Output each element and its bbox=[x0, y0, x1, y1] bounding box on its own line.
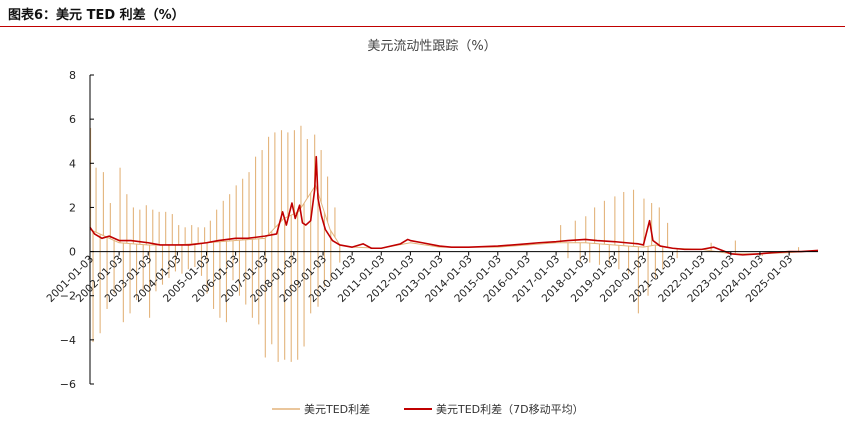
y-tick-label: −6 bbox=[60, 378, 76, 391]
legend-label-daily: 美元TED利差 bbox=[304, 402, 370, 416]
y-tick-label: −2 bbox=[60, 290, 76, 303]
series-ma-line bbox=[89, 155, 819, 256]
legend: 美元TED利差 美元TED利差（7D移动平均） bbox=[272, 402, 584, 416]
y-tick-label: 2 bbox=[69, 201, 76, 214]
caption-rule bbox=[0, 26, 845, 27]
y-tick-label: 4 bbox=[69, 157, 76, 170]
y-tick-label: −4 bbox=[60, 334, 76, 347]
axes-layer: −6−4−2024682001-01-032002-01-032003-01-0… bbox=[44, 69, 818, 391]
y-tick-label: 6 bbox=[69, 113, 76, 126]
chart-title: 美元流动性跟踪（%） bbox=[367, 39, 496, 54]
y-tick-label: 0 bbox=[69, 246, 76, 259]
legend-label-ma: 美元TED利差（7D移动平均） bbox=[436, 402, 584, 416]
y-tick-label: 8 bbox=[69, 69, 76, 82]
figure-caption: 图表6：美元 TED 利差（%） bbox=[8, 8, 185, 23]
series-layer bbox=[89, 125, 819, 362]
